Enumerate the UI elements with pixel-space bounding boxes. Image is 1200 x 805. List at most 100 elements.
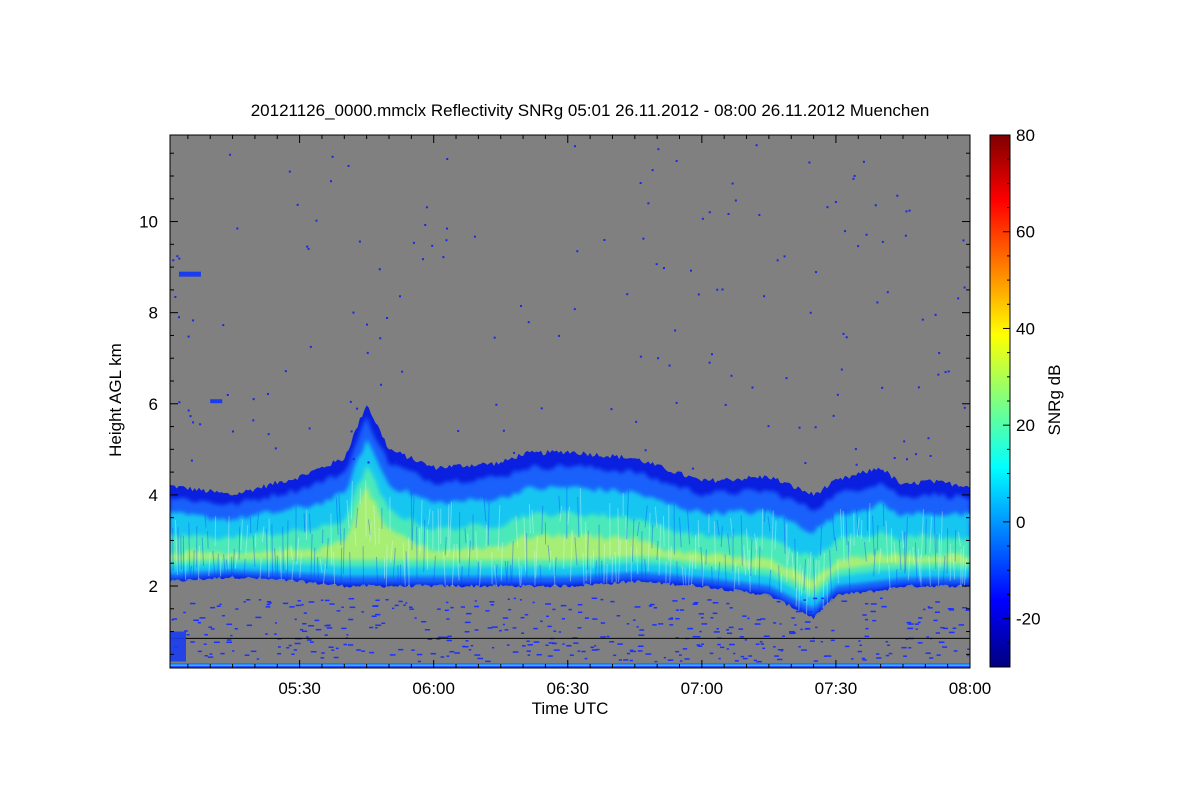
- speckle: [380, 384, 382, 386]
- noise-pixel: [421, 621, 426, 623]
- noise-pixel: [649, 605, 652, 607]
- noise-pixel: [711, 617, 714, 619]
- fall-streak: [677, 561, 678, 584]
- noise-pixel: [887, 645, 890, 647]
- speckle: [964, 287, 966, 289]
- noise-pixel: [901, 647, 906, 649]
- speckle: [520, 305, 522, 307]
- noise-pixel: [915, 623, 919, 625]
- speckle: [192, 421, 194, 423]
- speckle: [366, 324, 368, 326]
- speckle: [810, 312, 812, 314]
- speckle: [751, 387, 753, 389]
- noise-pixel: [578, 612, 582, 614]
- noise-pixel: [635, 606, 641, 608]
- speckle: [835, 201, 837, 203]
- noise-pixel: [409, 608, 414, 610]
- noise-pixel: [235, 628, 238, 630]
- noise-pixel: [720, 647, 724, 649]
- noise-pixel: [183, 612, 186, 614]
- noise-pixel: [630, 651, 636, 653]
- noise-pixel: [546, 616, 549, 618]
- speckle: [442, 256, 444, 258]
- noise-pixel: [773, 622, 776, 624]
- noise-pixel: [294, 649, 297, 651]
- x-tick-label: 06:00: [412, 679, 455, 698]
- noise-pixel: [489, 601, 494, 603]
- noise-pixel: [637, 626, 639, 628]
- fall-streak: [698, 520, 699, 547]
- speckle: [915, 453, 917, 455]
- speckle: [351, 430, 353, 432]
- noise-pixel: [325, 634, 328, 636]
- noise-pixel: [475, 600, 477, 602]
- noise-pixel: [437, 608, 441, 610]
- noise-pixel: [398, 649, 403, 651]
- noise-pixel: [578, 650, 581, 652]
- speckle: [174, 296, 176, 298]
- noise-pixel: [375, 627, 378, 629]
- noise-pixel: [230, 635, 232, 637]
- speckle: [957, 297, 959, 299]
- noise-pixel: [876, 653, 879, 655]
- speckle: [367, 352, 369, 354]
- speckle: [297, 204, 299, 206]
- noise-pixel: [710, 653, 714, 655]
- speckle: [528, 321, 530, 323]
- noise-pixel: [475, 629, 479, 631]
- noise-pixel: [748, 655, 752, 657]
- noise-pixel: [503, 617, 508, 619]
- noise-pixel: [885, 641, 888, 643]
- speckle: [494, 337, 496, 339]
- speckle: [922, 319, 924, 321]
- fall-streak: [411, 492, 412, 541]
- speckle: [574, 145, 576, 147]
- noise-pixel: [441, 656, 445, 658]
- noise-pixel: [918, 617, 922, 619]
- noise-pixel: [810, 640, 815, 642]
- noise-pixel: [226, 642, 232, 644]
- noise-pixel: [639, 629, 644, 631]
- noise-pixel: [939, 642, 945, 644]
- noise-pixel: [267, 604, 271, 606]
- noise-pixel: [815, 627, 817, 629]
- speckle: [610, 408, 612, 410]
- fall-streak: [239, 527, 240, 560]
- fall-streak: [738, 568, 739, 585]
- speckle: [768, 425, 770, 427]
- noise-pixel: [831, 640, 835, 642]
- speckle: [190, 415, 192, 417]
- speckle: [395, 461, 397, 463]
- speckle: [652, 169, 654, 171]
- noise-pixel: [742, 615, 746, 617]
- noise-pixel: [259, 599, 262, 601]
- speckle: [896, 195, 898, 197]
- noise-pixel: [623, 659, 628, 661]
- noise-pixel: [562, 618, 565, 620]
- fall-streak: [287, 521, 288, 578]
- colorbar-tick-label: 80: [1016, 126, 1035, 145]
- speckle: [837, 394, 839, 396]
- speckle: [846, 336, 848, 338]
- noise-pixel: [609, 641, 614, 643]
- noise-pixel: [308, 625, 314, 627]
- speckle: [815, 426, 817, 428]
- noise-pixel: [266, 606, 271, 608]
- speckle: [763, 295, 765, 297]
- noise-pixel: [859, 645, 862, 647]
- y-tick-label: 4: [149, 486, 158, 505]
- speckle: [854, 175, 856, 177]
- speckle: [401, 371, 403, 373]
- noise-pixel: [821, 598, 824, 600]
- noise-pixel: [780, 623, 782, 625]
- noise-pixel: [687, 628, 693, 630]
- noise-pixel: [862, 614, 866, 616]
- noise-pixel: [962, 607, 967, 609]
- noise-pixel: [578, 604, 583, 606]
- noise-pixel: [246, 599, 250, 601]
- patch-low: [170, 632, 186, 662]
- noise-pixel: [792, 632, 796, 634]
- fall-streak: [341, 548, 342, 584]
- noise-pixel: [638, 646, 644, 648]
- speckle: [784, 255, 786, 257]
